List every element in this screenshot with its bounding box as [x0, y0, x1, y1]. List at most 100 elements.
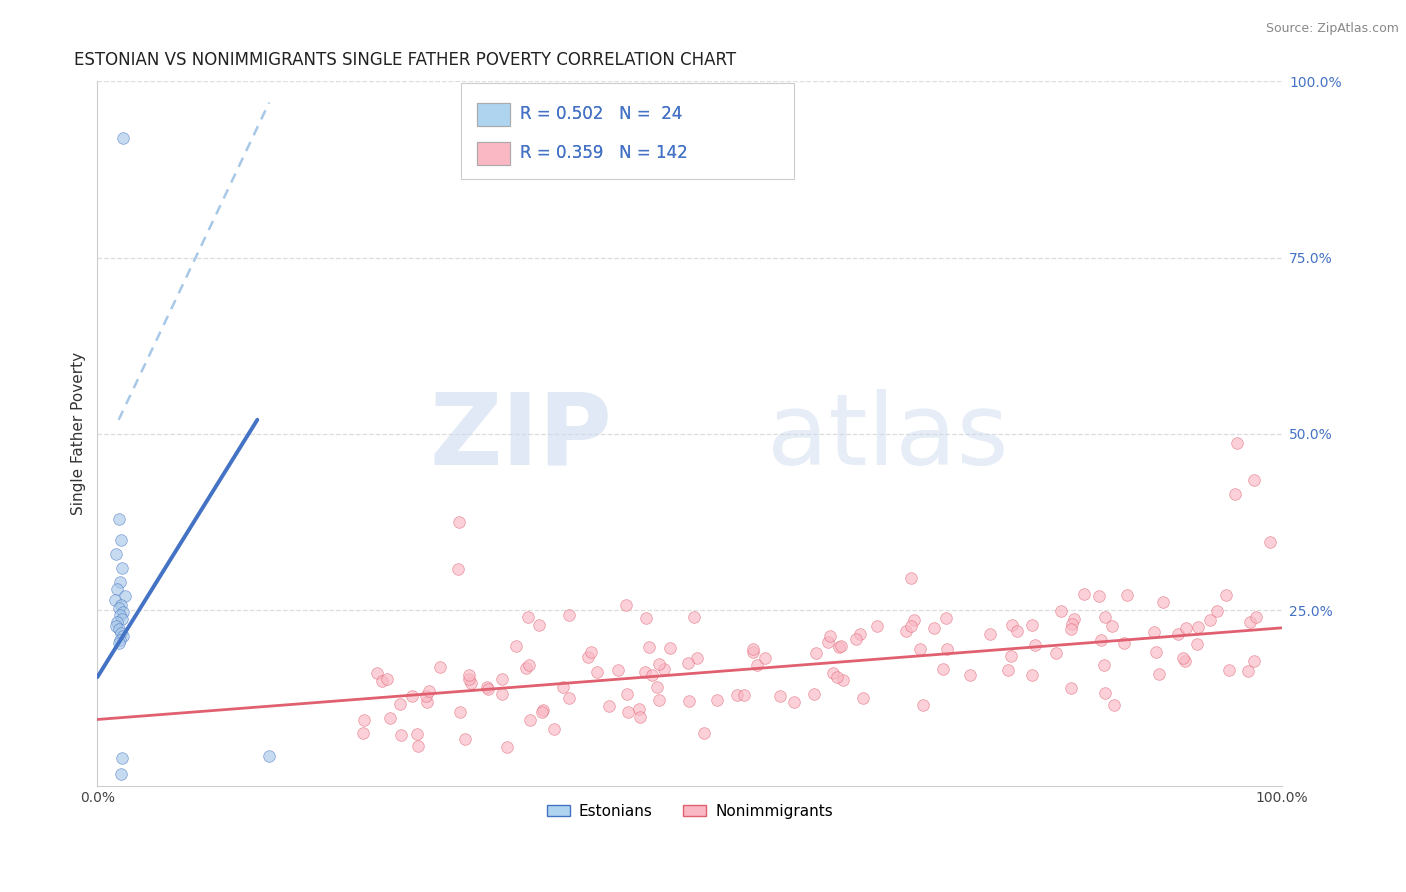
Point — [108, 608, 131, 623]
Point — [107, 601, 129, 615]
Point — [617, 705, 640, 719]
Point — [676, 656, 699, 670]
Point — [932, 662, 955, 676]
FancyBboxPatch shape — [477, 142, 510, 164]
Point — [388, 697, 411, 711]
Point — [652, 662, 675, 676]
Point — [112, 605, 135, 619]
Point — [543, 722, 565, 736]
Point — [415, 690, 437, 704]
Point — [108, 574, 131, 589]
Point — [496, 739, 519, 754]
Point — [1147, 667, 1170, 681]
Point — [900, 619, 922, 633]
Point — [447, 562, 470, 576]
Text: R = 0.502   N =  24: R = 0.502 N = 24 — [520, 105, 683, 123]
Point — [477, 681, 499, 696]
Point — [112, 130, 135, 145]
Point — [922, 621, 945, 635]
Point — [1005, 624, 1028, 638]
Point — [1001, 617, 1024, 632]
Point — [693, 726, 716, 740]
Point — [1000, 648, 1022, 663]
Point — [1243, 654, 1265, 668]
Point — [112, 629, 135, 643]
Point — [352, 726, 374, 740]
Point — [1215, 588, 1237, 602]
Point — [1090, 632, 1112, 647]
Point — [683, 610, 706, 624]
Point — [110, 533, 132, 547]
Point — [1063, 612, 1085, 626]
Point — [645, 680, 668, 694]
Point — [827, 640, 849, 654]
Point — [1239, 615, 1261, 629]
Point — [418, 684, 440, 698]
Point — [1167, 627, 1189, 641]
Point — [598, 698, 620, 713]
Point — [516, 609, 538, 624]
Point — [378, 711, 401, 725]
Point — [678, 693, 700, 707]
Point — [1218, 663, 1240, 677]
Point — [111, 612, 134, 626]
Point — [908, 641, 931, 656]
Point — [1024, 638, 1046, 652]
Point — [353, 713, 375, 727]
Point — [416, 695, 439, 709]
Point — [1243, 473, 1265, 487]
Point — [515, 661, 537, 675]
Point — [845, 632, 868, 647]
Point — [1199, 613, 1222, 627]
Point — [848, 627, 870, 641]
Point — [685, 651, 707, 665]
Point — [1142, 624, 1164, 639]
Point — [866, 619, 889, 633]
Point — [375, 672, 398, 686]
Point — [1258, 535, 1281, 549]
Point — [1175, 621, 1198, 635]
Point — [827, 670, 849, 684]
FancyBboxPatch shape — [477, 142, 510, 164]
Point — [1226, 436, 1249, 450]
Point — [447, 515, 470, 529]
Point — [783, 695, 806, 709]
Point — [636, 611, 658, 625]
Point — [1244, 610, 1267, 624]
Point — [1045, 646, 1067, 660]
Point — [1092, 657, 1115, 672]
Point — [628, 710, 651, 724]
Point — [1144, 645, 1167, 659]
Point — [366, 665, 388, 680]
Point — [527, 618, 550, 632]
Point — [429, 660, 451, 674]
Point — [616, 688, 638, 702]
Point — [804, 646, 827, 660]
Point — [454, 732, 477, 747]
Point — [460, 675, 482, 690]
Point — [107, 615, 129, 630]
Point — [530, 706, 553, 720]
Point — [491, 687, 513, 701]
Point — [111, 561, 134, 575]
Point — [706, 692, 728, 706]
FancyBboxPatch shape — [461, 83, 794, 178]
Point — [647, 693, 669, 707]
Point — [586, 665, 609, 679]
Point — [107, 582, 129, 596]
Point — [257, 749, 280, 764]
Point — [768, 689, 790, 703]
Point — [725, 688, 748, 702]
Point — [517, 658, 540, 673]
Point — [1116, 588, 1139, 602]
Point — [979, 627, 1001, 641]
Legend: Estonians, Nonimmigrants: Estonians, Nonimmigrants — [540, 797, 839, 825]
Point — [1060, 617, 1083, 632]
Y-axis label: Single Father Poverty: Single Father Poverty — [72, 352, 86, 516]
Point — [114, 589, 136, 603]
Point — [104, 592, 127, 607]
Text: R = 0.359   N = 142: R = 0.359 N = 142 — [520, 145, 688, 162]
Point — [1102, 698, 1125, 712]
Point — [457, 673, 479, 687]
Point — [634, 665, 657, 679]
